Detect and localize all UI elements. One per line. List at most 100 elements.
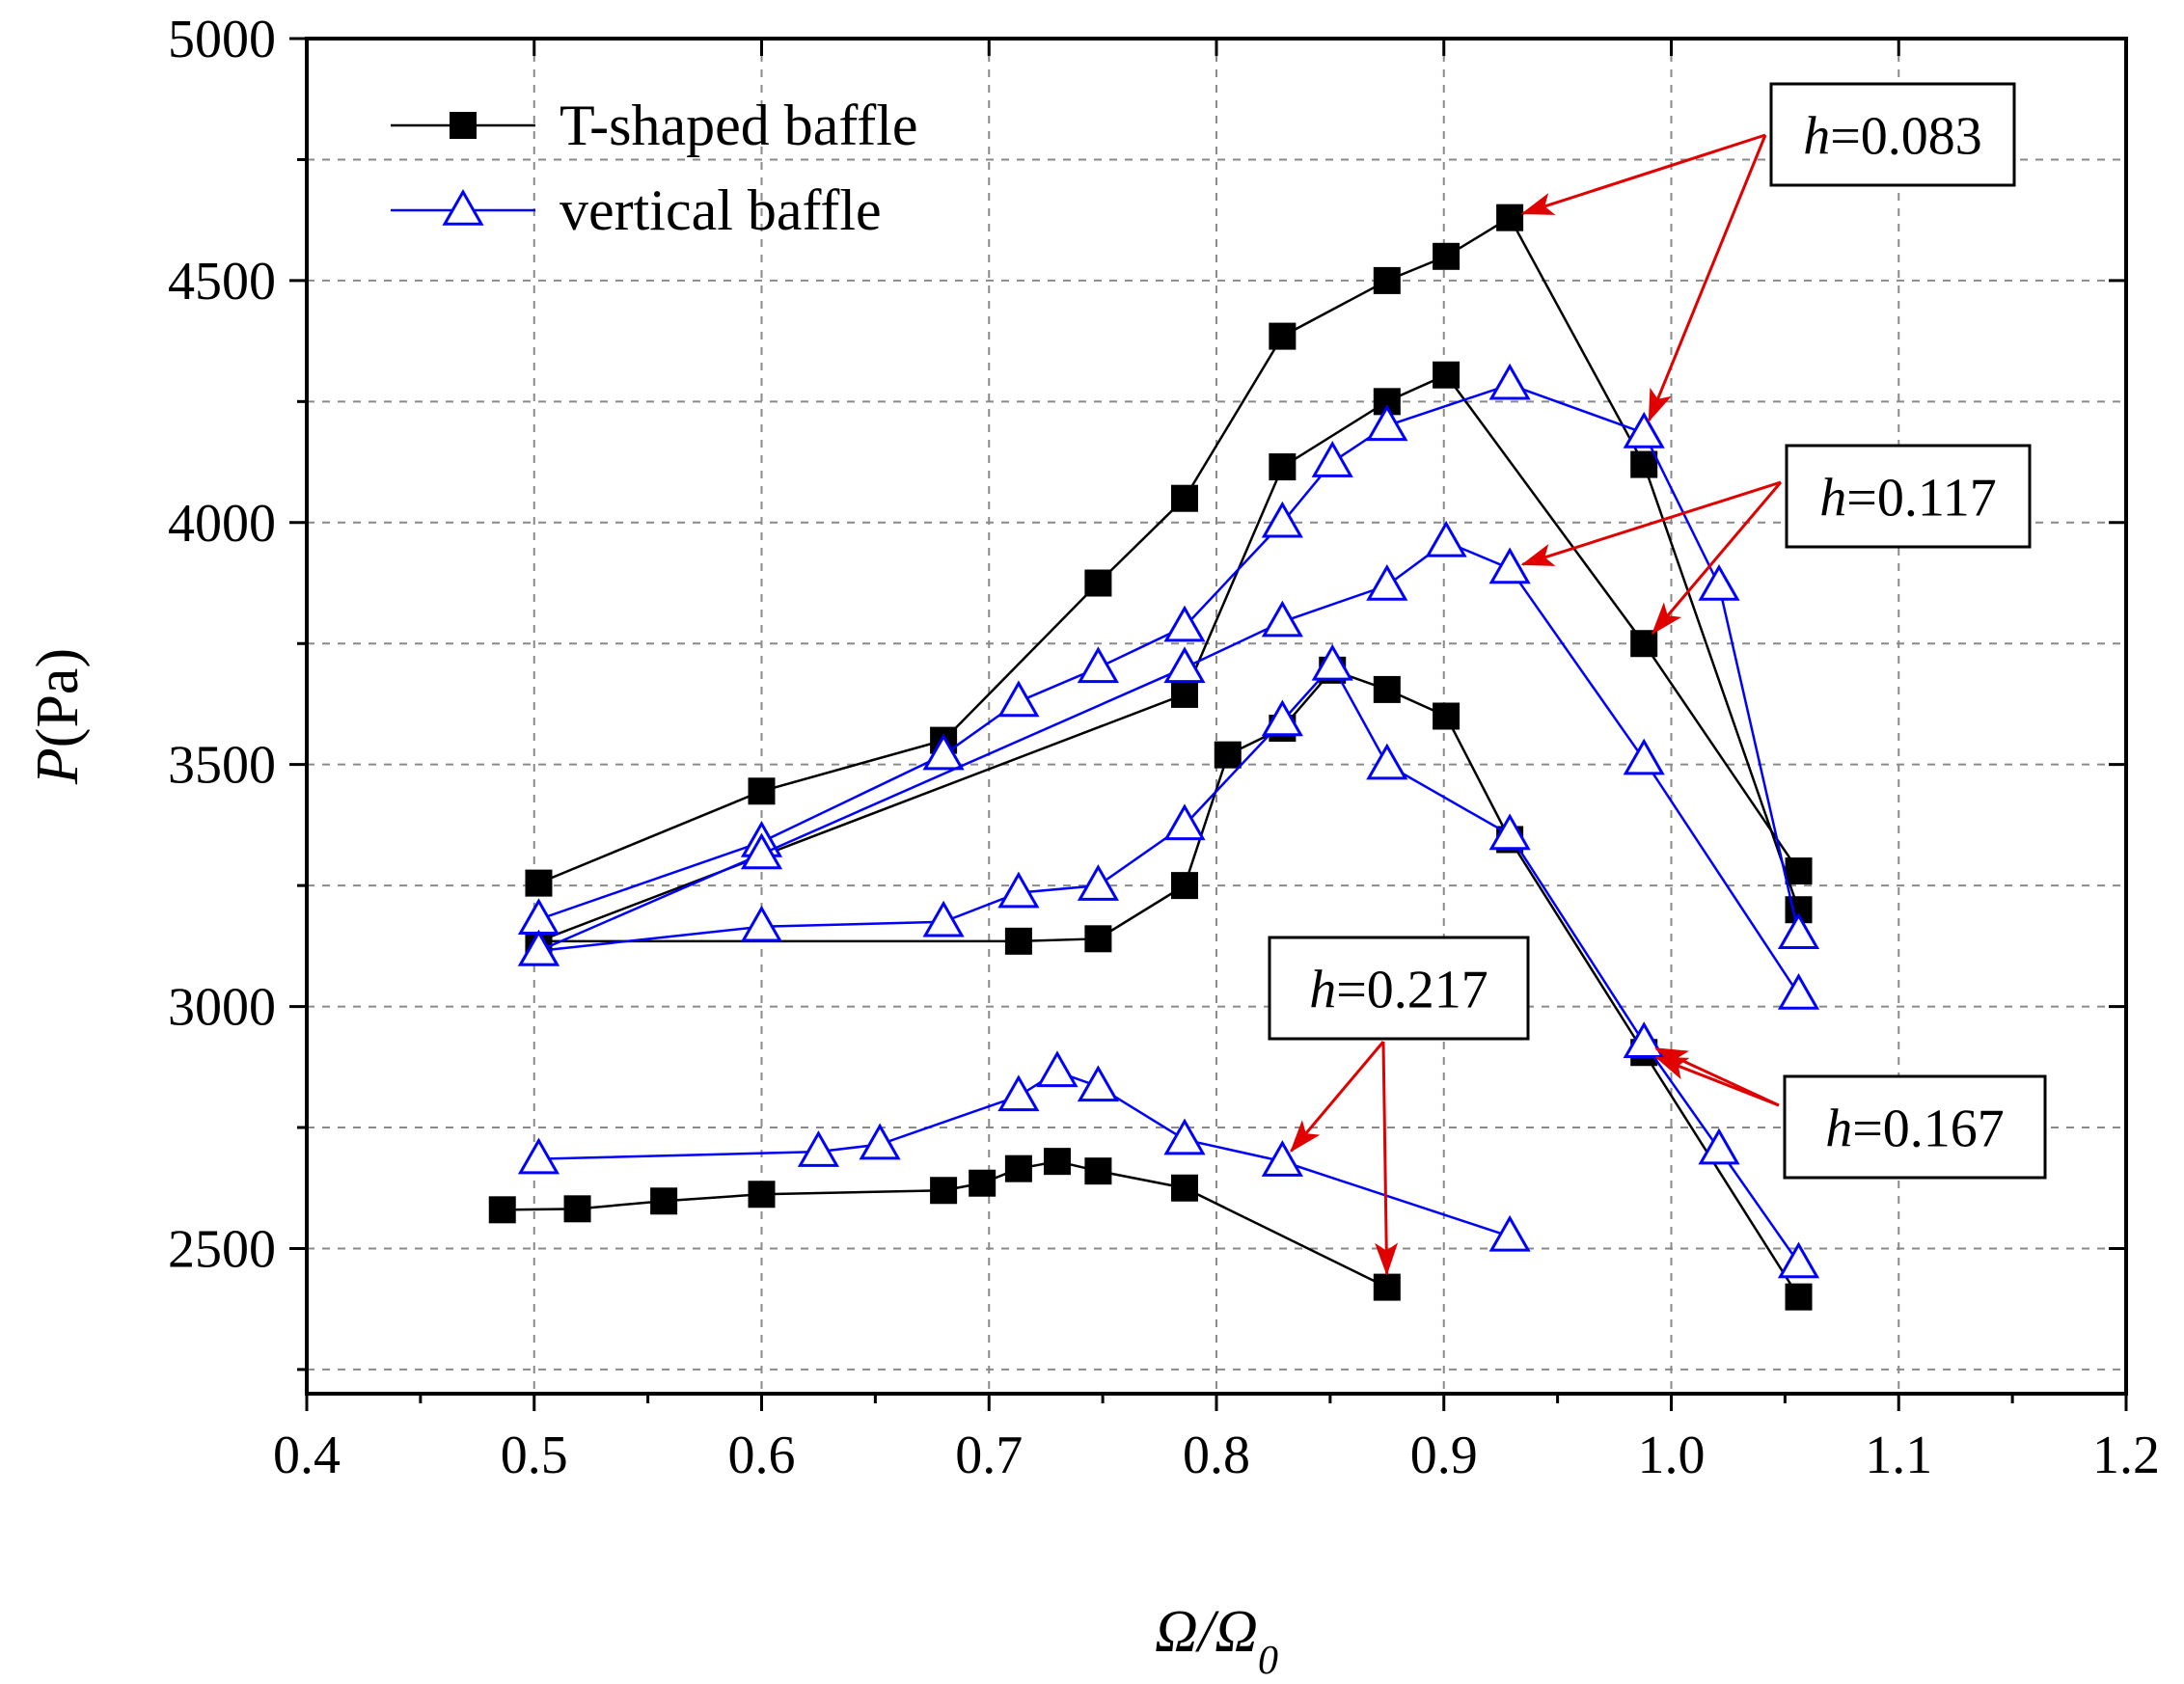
data-point <box>1777 1241 1820 1279</box>
legend-label: vertical baffle <box>560 178 882 242</box>
data-point <box>997 1074 1040 1112</box>
legend-item-vertical: vertical baffle <box>391 178 882 242</box>
legend-marker <box>442 188 484 226</box>
annotation-label: h=0.117 <box>1819 469 1997 529</box>
data-point <box>1261 501 1303 538</box>
series-line <box>538 663 1800 1264</box>
data-point <box>1488 1214 1531 1252</box>
data-point <box>650 1187 678 1215</box>
data-point <box>1170 680 1198 708</box>
series-vertical-h-0083 <box>517 363 1820 950</box>
y-tick-label: 4000 <box>168 494 276 554</box>
data-point <box>1269 453 1297 481</box>
annotation-box <box>1785 444 2032 549</box>
legend-label: T-shaped baffle <box>560 94 918 157</box>
series-line <box>538 383 1800 935</box>
data-point <box>1077 646 1119 684</box>
annotation-arrow <box>1375 1041 1399 1276</box>
annotation-box <box>1769 82 2016 187</box>
annotation-label: h=0.217 <box>1309 961 1488 1020</box>
y-tick-label: 2500 <box>168 1219 276 1279</box>
data-point <box>1311 643 1353 681</box>
x-tick-label: 0.8 <box>1183 1426 1250 1485</box>
data-point <box>1373 266 1401 294</box>
data-point <box>1488 363 1531 400</box>
data-point <box>1425 520 1467 557</box>
legend: T-shaped baffle vertical baffle <box>391 94 918 242</box>
data-point <box>488 1196 516 1224</box>
data-point <box>1366 404 1408 442</box>
annotation-box <box>1783 1074 2047 1180</box>
y-tick-label: 3000 <box>168 978 276 1038</box>
annotation-h-0217: h=0.217 <box>1268 936 1530 1276</box>
data-point <box>1777 973 1820 1010</box>
data-point <box>525 869 553 897</box>
axes: 0.4 0.5 0.6 0.7 0.8 0.9 1.0 1.1 1.2 2500 3000 3500 4… <box>25 10 2160 1683</box>
data-point <box>1698 1127 1740 1165</box>
x-tick-label: 1.2 <box>2092 1426 2160 1485</box>
data-point <box>1170 1174 1198 1202</box>
data-point <box>997 680 1040 718</box>
data-point <box>1623 1021 1665 1058</box>
annotation-label: h=0.167 <box>1825 1100 2005 1159</box>
data-point <box>922 900 965 937</box>
data-point <box>563 1195 591 1223</box>
annotation-arrow <box>1648 134 1767 422</box>
x-tick-label: 0.4 <box>273 1426 341 1485</box>
y-tick-label: 3500 <box>168 736 276 796</box>
series-line <box>537 540 1800 995</box>
data-point <box>1163 1118 1206 1155</box>
annotation-label: h=0.083 <box>1803 107 1982 167</box>
x-tick-label: 0.9 <box>1410 1426 1478 1485</box>
data-point <box>1630 630 1658 658</box>
legend-marker <box>450 112 477 139</box>
legend-item-t-shaped: T-shaped baffle <box>391 94 918 157</box>
data-point <box>1785 857 1813 885</box>
series-t-shaped-h-0117 <box>525 361 1813 955</box>
data-point <box>1004 1154 1032 1182</box>
data-point <box>1698 563 1740 601</box>
series-vertical-h-0217 <box>517 1050 1531 1252</box>
data-point <box>1214 741 1242 769</box>
series-t-shaped-h-0217 <box>488 1148 1401 1301</box>
data-point <box>748 777 776 805</box>
annotation-h-0117: h=0.117 <box>1520 444 2032 636</box>
data-point <box>1261 1140 1303 1177</box>
y-tick-label: 5000 <box>168 10 276 69</box>
x-tick-label: 1.0 <box>1638 1426 1706 1485</box>
data-point <box>517 929 560 966</box>
data-point <box>1084 1157 1112 1185</box>
data-point <box>1036 1050 1078 1088</box>
annotation-box <box>1268 936 1530 1041</box>
data-point <box>1261 600 1303 638</box>
series-vertical-h-0117 <box>517 520 1820 1010</box>
x-tick-label: 1.1 <box>1865 1426 1932 1485</box>
annotation-arrow <box>1290 1041 1385 1153</box>
data-point <box>517 898 560 935</box>
data-point <box>930 1177 958 1205</box>
series-vertical-h-0167 <box>517 643 1820 1279</box>
data-point <box>1043 1148 1071 1176</box>
series-t-shaped-h-0167 <box>525 656 1813 1311</box>
annotations: h=0.083 h=0.117 h=0.167 h=0.217 <box>1268 82 2047 1276</box>
data-point <box>1488 547 1531 584</box>
data-point <box>1785 1283 1813 1311</box>
data-point <box>1433 361 1461 389</box>
data-point <box>1433 702 1461 730</box>
y-tick-label: 4500 <box>168 252 276 312</box>
data-point <box>1488 813 1531 851</box>
annotation-arrow <box>1520 480 1782 566</box>
data-point <box>1366 743 1408 780</box>
data-point <box>1311 441 1353 477</box>
data-point <box>1077 1065 1119 1102</box>
data-point <box>1630 450 1658 478</box>
data-series <box>488 204 1820 1311</box>
data-point <box>1163 605 1206 642</box>
data-point <box>1623 411 1665 448</box>
data-point <box>740 832 783 870</box>
data-point <box>740 905 783 942</box>
annotation-arrow <box>1651 481 1783 636</box>
data-point <box>1777 912 1820 950</box>
